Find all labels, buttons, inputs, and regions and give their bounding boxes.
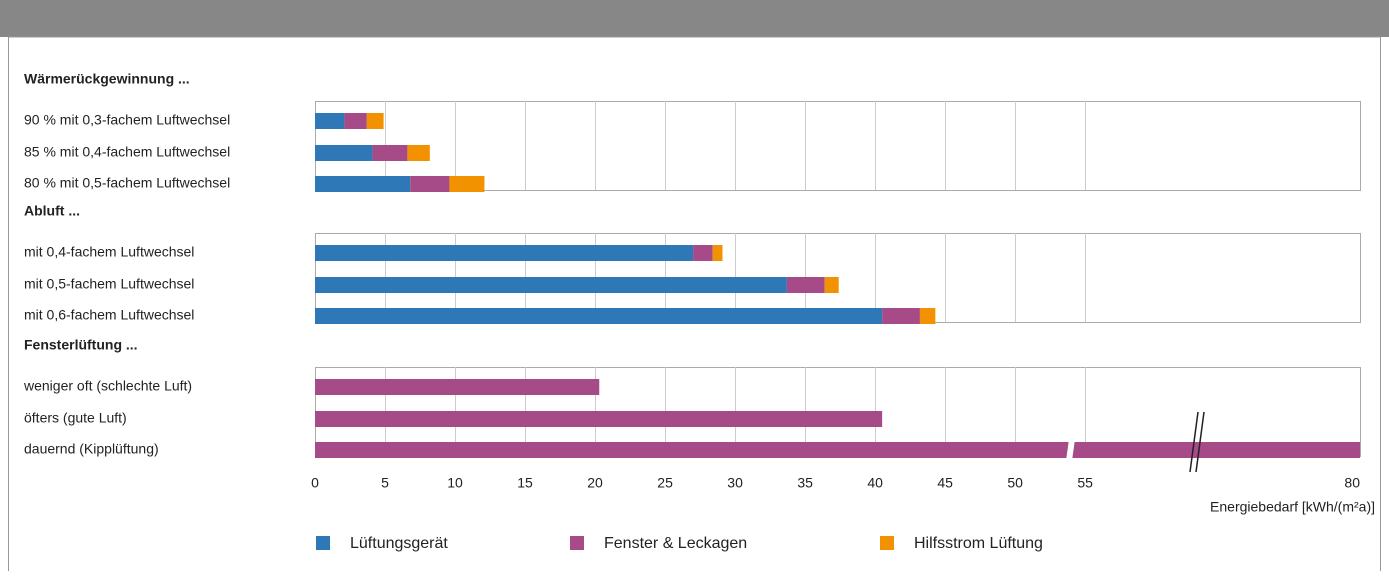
bar-segment xyxy=(882,308,920,324)
x-tick-label: 15 xyxy=(517,475,533,491)
x-tick-label: 55 xyxy=(1077,475,1093,491)
axis-break-mark xyxy=(1189,411,1199,473)
group-title: Fensterlüftung ... xyxy=(24,337,138,353)
bar-segment xyxy=(315,245,694,261)
bar-segment xyxy=(315,113,345,129)
category-label: 80 % mit 0,5-fachem Luftwechsel xyxy=(24,175,230,191)
category-label: öfters (gute Luft) xyxy=(24,410,127,426)
bar-segment xyxy=(693,245,713,261)
x-tick-label: 80 xyxy=(1344,475,1360,491)
bar-segment xyxy=(315,308,883,324)
x-tick-label: 5 xyxy=(381,475,389,491)
frame xyxy=(8,36,1381,576)
bar-segment xyxy=(315,176,411,192)
legend-label: Lüftungsgerät xyxy=(350,535,448,552)
bar-segment xyxy=(315,411,883,427)
bar-segment xyxy=(919,308,936,324)
bar-segment xyxy=(786,277,825,293)
x-tick-label: 35 xyxy=(797,475,813,491)
bar-segment xyxy=(449,176,485,192)
bar-segment xyxy=(410,176,450,192)
group-title: Wärmerückgewinnung ... xyxy=(24,71,190,87)
x-tick-label: 0 xyxy=(311,475,319,491)
category-label: mit 0,6-fachem Luftwechsel xyxy=(24,307,194,323)
category-label: weniger oft (schlechte Luft) xyxy=(23,378,192,394)
header-bar xyxy=(0,0,1389,37)
bar-segment xyxy=(344,113,367,129)
bar-segment xyxy=(315,442,1360,458)
category-label: mit 0,4-fachem Luftwechsel xyxy=(24,244,194,260)
axis-break-gap xyxy=(1064,412,1079,474)
x-tick-label: 40 xyxy=(867,475,883,491)
category-label: dauernd (Kipplüftung) xyxy=(24,441,159,457)
legend-swatch xyxy=(570,536,584,550)
axis-break-mark xyxy=(1195,411,1205,473)
category-label: 85 % mit 0,4-fachem Luftwechsel xyxy=(24,144,230,160)
bar-segment xyxy=(824,277,839,293)
legend-swatch xyxy=(316,536,330,550)
bar-segment xyxy=(372,145,408,161)
category-label: 90 % mit 0,3-fachem Luftwechsel xyxy=(24,112,230,128)
x-tick-label: 25 xyxy=(657,475,673,491)
bar-segment xyxy=(366,113,384,129)
bar-segment xyxy=(712,245,723,261)
x-tick-label: 50 xyxy=(1007,475,1023,491)
category-label: mit 0,5-fachem Luftwechsel xyxy=(24,276,194,292)
bar-segment xyxy=(315,145,373,161)
legend-swatch xyxy=(880,536,894,550)
bar-segment xyxy=(315,277,787,293)
x-tick-label: 45 xyxy=(937,475,953,491)
bar-segment xyxy=(315,379,600,395)
legend-label: Hilfsstrom Lüftung xyxy=(914,535,1043,552)
x-tick-label: 30 xyxy=(727,475,743,491)
legend-label: Fenster & Leckagen xyxy=(604,535,747,552)
group-title: Abluft ... xyxy=(24,203,80,219)
x-tick-label: 10 xyxy=(447,475,463,491)
x-axis-label: Energiebedarf [kWh/(m²a)] xyxy=(1210,499,1375,515)
bar-segment xyxy=(407,145,430,161)
x-tick-label: 20 xyxy=(587,475,603,491)
